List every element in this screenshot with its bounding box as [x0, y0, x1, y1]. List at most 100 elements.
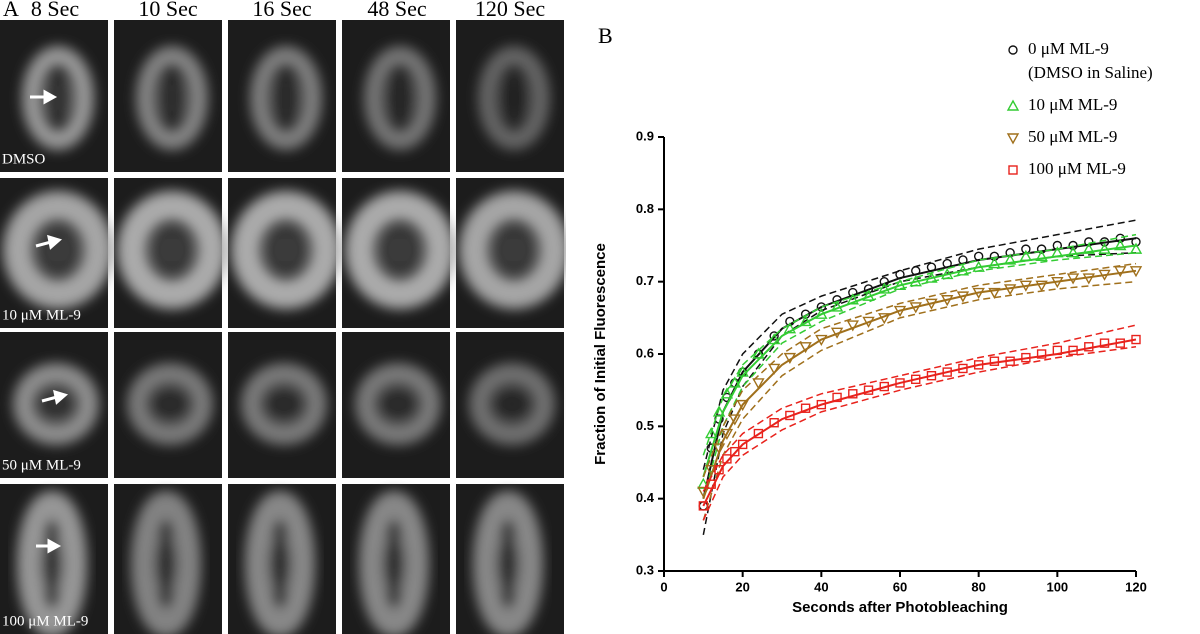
- cell-body: [231, 191, 341, 309]
- point: [1021, 352, 1031, 363]
- point: [988, 257, 1001, 269]
- point: [800, 403, 811, 413]
- point: [1129, 266, 1143, 278]
- cell-glow: [45, 77, 71, 119]
- point: [958, 363, 968, 374]
- treatment-label: DMSO: [2, 151, 46, 167]
- point: [895, 269, 905, 280]
- legend-label: 50 μM ML-9: [1028, 127, 1117, 146]
- point: [1082, 242, 1095, 254]
- confidence-band: [702, 262, 1137, 478]
- legend-marker: [1008, 165, 1018, 175]
- point: [956, 291, 970, 303]
- treatment-label: 100 μM ML-9: [2, 613, 88, 629]
- cell-glow: [152, 228, 192, 272]
- cell-body: [345, 191, 455, 309]
- cell-body: [469, 363, 555, 445]
- panel-label: A: [3, 0, 19, 21]
- cell-body: [355, 363, 441, 445]
- point: [697, 486, 710, 498]
- point: [848, 287, 858, 298]
- point: [712, 443, 726, 455]
- arrows: [30, 89, 69, 554]
- x-axis-label: Seconds after Photobleaching: [792, 599, 1008, 616]
- cell-glow: [159, 77, 185, 119]
- cell: [359, 491, 429, 634]
- time-label: 10 Sec: [138, 0, 198, 21]
- y-tick-label: 0.6: [636, 345, 654, 360]
- point: [767, 363, 781, 375]
- cell-body: [131, 491, 201, 634]
- cell-glow: [494, 228, 534, 272]
- cell-glow: [273, 77, 299, 119]
- point: [752, 378, 765, 390]
- cell-body: [250, 46, 322, 150]
- cell-glow: [155, 534, 177, 594]
- point: [712, 405, 726, 417]
- y-tick-label: 0.3: [636, 562, 654, 577]
- point: [832, 295, 842, 305]
- point: [862, 316, 875, 328]
- point: [1114, 266, 1127, 278]
- point: [878, 313, 891, 325]
- legend-label: 10 μM ML-9: [1028, 95, 1117, 114]
- point: [816, 302, 827, 312]
- legend-marker: [1006, 133, 1020, 145]
- point: [730, 446, 740, 457]
- point: [941, 295, 954, 307]
- cell: [136, 46, 208, 150]
- point: [767, 333, 781, 345]
- point: [705, 427, 718, 439]
- point: [720, 428, 734, 441]
- arrow-head: [47, 538, 62, 554]
- point: [1115, 338, 1125, 348]
- arrow-head: [53, 389, 69, 405]
- point: [1019, 249, 1033, 262]
- fit-line: [702, 338, 1137, 507]
- point: [783, 352, 797, 365]
- point: [714, 465, 724, 475]
- time-label: 16 Sec: [252, 0, 312, 21]
- point: [895, 378, 905, 388]
- point: [1051, 246, 1064, 258]
- arrow: [35, 240, 52, 248]
- cell: [3, 191, 113, 309]
- cell: [131, 491, 201, 634]
- point: [942, 258, 952, 269]
- cell-glow: [41, 534, 63, 594]
- point: [846, 293, 859, 305]
- point: [800, 309, 811, 319]
- point: [736, 399, 749, 412]
- legend-marker: [1008, 45, 1018, 55]
- treatment-label: 50 μM ML-9: [2, 457, 81, 473]
- cell: [245, 491, 315, 634]
- cell-glow: [501, 77, 527, 119]
- x-tick-label: 100: [1046, 579, 1068, 594]
- cell: [459, 191, 566, 309]
- point: [1068, 345, 1078, 356]
- point: [799, 342, 812, 354]
- point: [862, 289, 875, 301]
- point: [973, 360, 984, 370]
- point: [720, 387, 734, 399]
- confidence-band: [702, 346, 1137, 521]
- arrow: [41, 395, 58, 403]
- cell-glow: [269, 534, 291, 594]
- point: [832, 392, 842, 403]
- point: [988, 287, 1001, 299]
- point: [1035, 249, 1048, 262]
- point: [1129, 242, 1143, 254]
- cell: [473, 491, 543, 634]
- arrow-head: [43, 89, 58, 105]
- point: [942, 367, 952, 377]
- point: [1019, 280, 1033, 292]
- y-axis-label: Fraction of Initial Fluorescence: [592, 243, 609, 465]
- point: [941, 267, 954, 280]
- x-tick-label: 40: [814, 579, 828, 594]
- point: [815, 334, 828, 346]
- point: [925, 298, 938, 310]
- point: [706, 479, 716, 489]
- cell: [345, 191, 455, 309]
- y-tick-label: 0.8: [636, 201, 654, 216]
